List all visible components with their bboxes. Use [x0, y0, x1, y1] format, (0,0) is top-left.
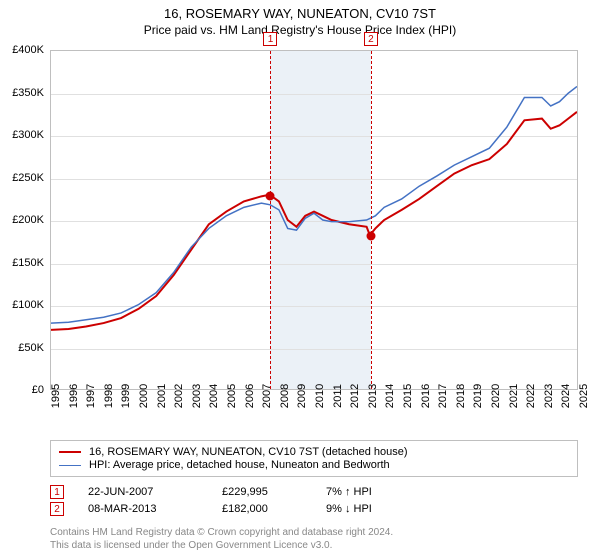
x-tick-label: 2016: [420, 384, 432, 408]
event-delta: 9% ↓ HPI: [326, 503, 416, 515]
legend-row: 16, ROSEMARY WAY, NUNEATON, CV10 7ST (de…: [59, 446, 569, 458]
x-tick-label: 1999: [120, 384, 132, 408]
x-tick-label: 2017: [437, 384, 449, 408]
x-tick-label: 2005: [226, 384, 238, 408]
x-tick-label: 2020: [490, 384, 502, 408]
x-tick-label: 1997: [85, 384, 97, 408]
event-date: 22-JUN-2007: [88, 486, 198, 498]
event-table: 1 22-JUN-2007 £229,995 7% ↑ HPI 2 08-MAR-2013…: [50, 482, 416, 519]
x-tick-label: 2019: [472, 384, 484, 408]
x-tick-label: 2007: [261, 384, 273, 408]
x-tick-label: 2004: [208, 384, 220, 408]
event-dot: [266, 191, 275, 200]
y-tick-label: £400K: [12, 44, 44, 56]
y-tick-label: £50K: [18, 342, 44, 354]
plot-area: 12: [50, 50, 578, 390]
event-table-row: 1 22-JUN-2007 £229,995 7% ↑ HPI: [50, 485, 416, 499]
x-tick-label: 2011: [332, 384, 344, 408]
y-tick-label: £200K: [12, 214, 44, 226]
x-tick-label: 2001: [156, 384, 168, 408]
line-plot: [51, 51, 577, 389]
x-tick-label: 2018: [455, 384, 467, 408]
legend-swatch: [59, 451, 81, 453]
x-tick-label: 2022: [525, 384, 537, 408]
series-property: [51, 112, 577, 330]
footnote: Contains HM Land Registry data © Crown c…: [50, 526, 393, 552]
x-tick-label: 2024: [560, 384, 572, 408]
event-id-box: 1: [50, 485, 64, 499]
event-price: £229,995: [222, 486, 302, 498]
x-tick-label: 1995: [50, 384, 62, 408]
x-tick-label: 2021: [508, 384, 520, 408]
y-tick-label: £350K: [12, 87, 44, 99]
chart-title: 16, ROSEMARY WAY, NUNEATON, CV10 7ST: [0, 6, 600, 21]
event-price: £182,000: [222, 503, 302, 515]
x-tick-label: 2009: [296, 384, 308, 408]
legend-swatch: [59, 465, 81, 466]
x-tick-label: 2008: [279, 384, 291, 408]
y-tick-label: £150K: [12, 257, 44, 269]
event-line: [270, 51, 271, 389]
chart-subtitle: Price paid vs. HM Land Registry's House …: [0, 23, 600, 37]
y-tick-label: £250K: [12, 172, 44, 184]
title-block: 16, ROSEMARY WAY, NUNEATON, CV10 7ST Pri…: [0, 0, 600, 37]
x-tick-label: 1998: [103, 384, 115, 408]
legend-label: HPI: Average price, detached house, Nune…: [89, 459, 390, 471]
legend-label: 16, ROSEMARY WAY, NUNEATON, CV10 7ST (de…: [89, 446, 408, 458]
x-tick-label: 2006: [244, 384, 256, 408]
x-tick-label: 2012: [349, 384, 361, 408]
legend-row: HPI: Average price, detached house, Nune…: [59, 459, 569, 471]
event-marker: 2: [364, 32, 378, 46]
x-tick-label: 2003: [191, 384, 203, 408]
event-id-box: 2: [50, 502, 64, 516]
event-line: [371, 51, 372, 389]
x-tick-label: 2023: [543, 384, 555, 408]
y-tick-label: £0: [32, 384, 44, 396]
y-axis: £0£50K£100K£150K£200K£250K£300K£350K£400…: [0, 50, 48, 390]
event-table-row: 2 08-MAR-2013 £182,000 9% ↓ HPI: [50, 502, 416, 516]
x-tick-label: 1996: [68, 384, 80, 408]
x-tick-label: 2002: [173, 384, 185, 408]
x-tick-label: 2025: [578, 384, 590, 408]
x-tick-label: 2010: [314, 384, 326, 408]
x-tick-label: 2000: [138, 384, 150, 408]
event-dot: [366, 232, 375, 241]
footnote-line: Contains HM Land Registry data © Crown c…: [50, 526, 393, 539]
chart-container: 16, ROSEMARY WAY, NUNEATON, CV10 7ST Pri…: [0, 0, 600, 560]
x-tick-label: 2013: [367, 384, 379, 408]
x-tick-label: 2015: [402, 384, 414, 408]
event-marker: 1: [263, 32, 277, 46]
event-date: 08-MAR-2013: [88, 503, 198, 515]
legend: 16, ROSEMARY WAY, NUNEATON, CV10 7ST (de…: [50, 440, 578, 477]
x-tick-label: 2014: [384, 384, 396, 408]
series-hpi: [51, 86, 577, 323]
footnote-line: This data is licensed under the Open Gov…: [50, 539, 393, 552]
event-delta: 7% ↑ HPI: [326, 486, 416, 498]
y-tick-label: £300K: [12, 129, 44, 141]
y-tick-label: £100K: [12, 299, 44, 311]
